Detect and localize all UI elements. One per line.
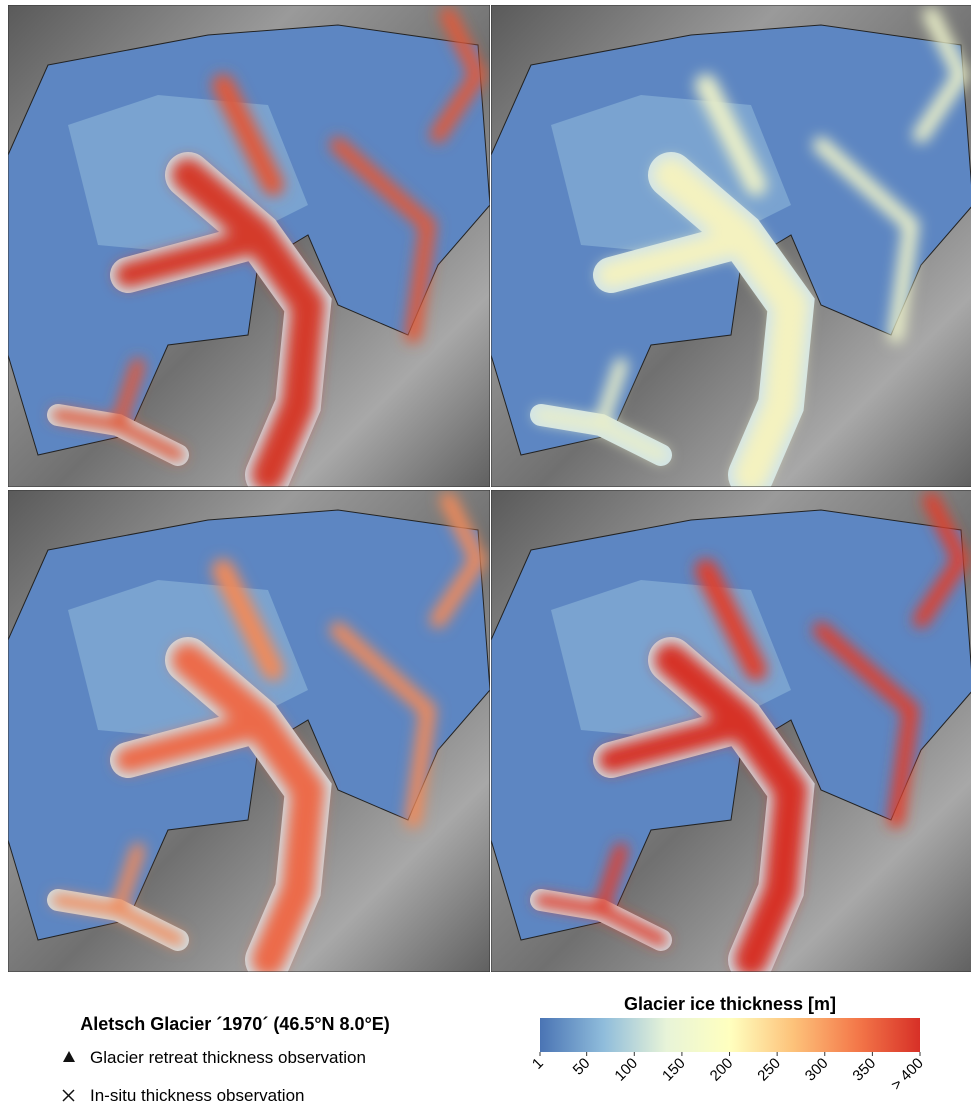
colorbar-tick-label: > 400 (888, 1055, 927, 1094)
cross-symbol (62, 1089, 75, 1102)
colorbar-tick-label: 250 (754, 1055, 784, 1085)
colorbar-tick-label: 300 (802, 1055, 832, 1085)
map-panel (491, 5, 971, 487)
colorbar-tick-label: 100 (611, 1055, 641, 1085)
legend-item: Glacier retreat thickness observation (90, 1048, 366, 1067)
colorbar-title: Glacier ice thickness [m] (624, 994, 836, 1014)
map-panels (8, 5, 971, 972)
map-title: Aletsch Glacier ´1970´ (46.5°N 8.0°E) (80, 1014, 390, 1034)
colorbar: 1 50 100 150 200 250 300 350 > 400 (529, 1018, 927, 1094)
colorbar-tick-label: 200 (707, 1055, 737, 1085)
colorbar-tick-label: 350 (849, 1055, 879, 1085)
map-panel (8, 5, 490, 487)
colorbar-tick-label: 1 (529, 1055, 547, 1073)
legend-item: In-situ thickness observation (90, 1086, 305, 1105)
map-panel (491, 490, 971, 972)
colorbar-tick-label: 150 (659, 1055, 689, 1085)
colorbar-scale (540, 1018, 920, 1052)
colorbar-tick-label: 50 (570, 1055, 594, 1079)
map-panel (8, 490, 490, 972)
triangle-symbol (63, 1051, 75, 1062)
